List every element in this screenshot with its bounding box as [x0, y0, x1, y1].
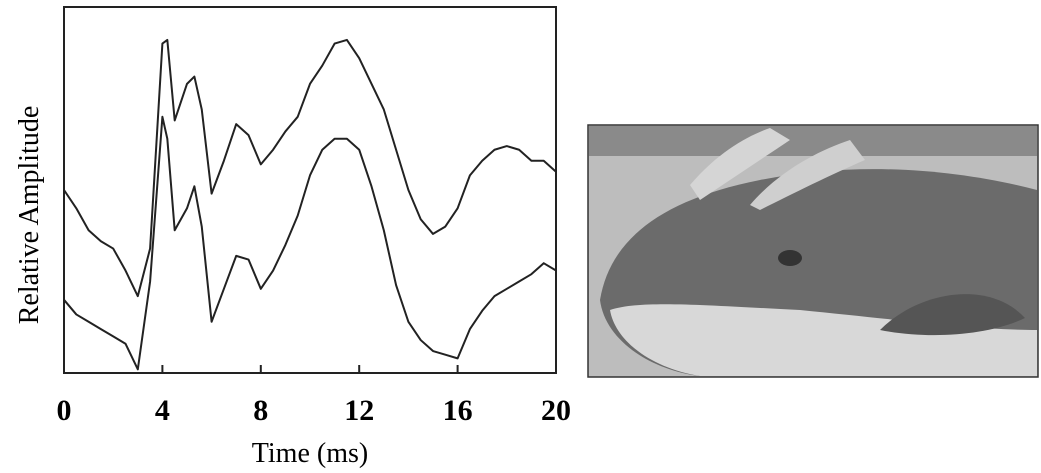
photo: [587, 124, 1039, 378]
x-tick-label: 12: [344, 394, 374, 427]
waveform: [63, 38, 557, 298]
x-tick-label: 16: [443, 394, 473, 427]
x-tick-label: 8: [253, 394, 268, 427]
porpoise-eye: [778, 250, 802, 266]
photo-background: [589, 126, 1037, 156]
waveform: [63, 115, 557, 371]
hand: [750, 140, 865, 210]
porpoise-flipper: [880, 294, 1025, 336]
x-tick-label: 20: [541, 394, 571, 427]
x-axis-label: Time (ms): [252, 438, 368, 469]
plot-frame: [63, 6, 557, 374]
x-tick-label: 4: [155, 394, 170, 427]
y-axis-label: Relative Amplitude: [14, 106, 45, 325]
x-tick-label: 0: [57, 394, 72, 427]
hand: [690, 128, 790, 200]
porpoise-belly: [610, 304, 1037, 376]
